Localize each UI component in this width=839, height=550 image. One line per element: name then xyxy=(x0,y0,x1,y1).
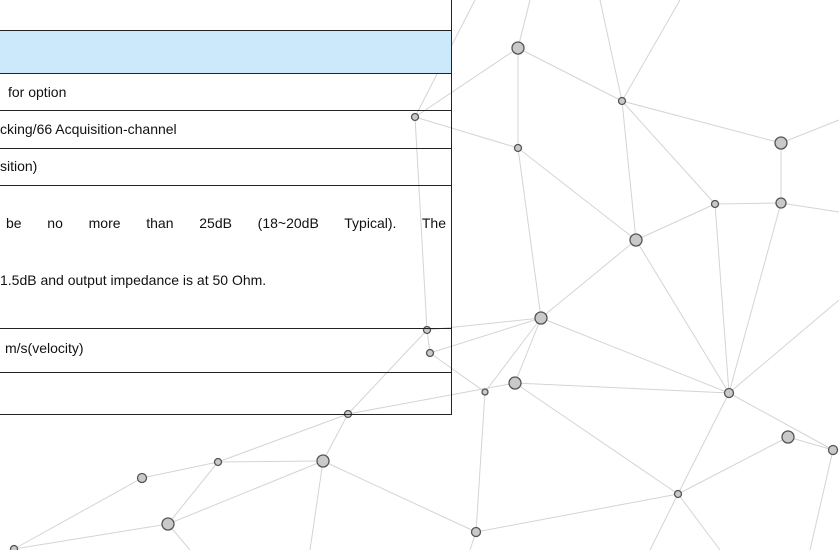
row-border xyxy=(0,372,452,373)
cell-text: 1.5dB and output impedance is at 50 Ohm. xyxy=(0,272,267,288)
cell-text: for option xyxy=(8,84,67,100)
row-border xyxy=(0,73,452,74)
row-border xyxy=(0,328,452,329)
cell-text: cking/66 Acquisition-channel xyxy=(0,121,177,137)
row-border xyxy=(0,185,452,186)
row-border xyxy=(0,30,452,31)
cell-text: m/s(velocity) xyxy=(5,340,84,356)
nodes xyxy=(9,41,839,550)
cell-text: be no more than 25dB (18~20dB Typical). … xyxy=(6,215,446,231)
cell-text: sition) xyxy=(0,158,38,174)
edges xyxy=(13,0,839,550)
table-border xyxy=(451,0,452,415)
row-border xyxy=(0,148,452,149)
row-border xyxy=(0,414,452,415)
row-border xyxy=(0,110,452,111)
header-row xyxy=(0,31,452,73)
